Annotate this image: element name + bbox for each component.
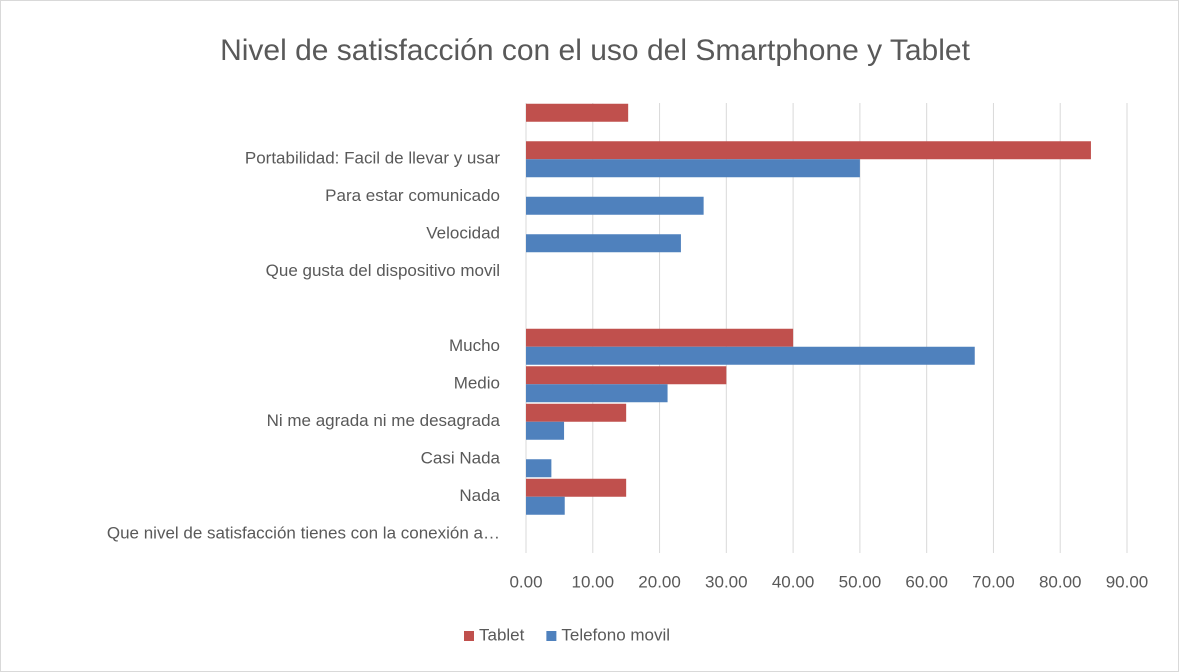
x-tick-label: 10.00	[572, 572, 615, 591]
bar	[526, 459, 552, 478]
legend-label: Telefono movil	[561, 625, 670, 644]
y-tick-label: Nada	[459, 486, 500, 505]
bar	[526, 366, 727, 385]
x-tick-label: 40.00	[772, 572, 815, 591]
legend-label: Tablet	[479, 625, 525, 644]
legend-swatch	[464, 631, 474, 641]
y-tick-label: Portabilidad: Facil de llevar y usar	[245, 149, 500, 168]
y-tick-label: Que nivel de satisfacción tienes con la …	[107, 524, 500, 543]
x-tick-label: 50.00	[839, 572, 882, 591]
legend-swatch	[546, 631, 557, 641]
bar	[526, 141, 1091, 160]
y-tick-label: Mucho	[449, 336, 500, 355]
y-tick-label: Que gusta del dispositivo movil	[266, 261, 500, 280]
bar	[526, 196, 704, 215]
bar	[526, 103, 629, 122]
bar	[526, 234, 681, 253]
bar	[526, 159, 860, 178]
bar	[526, 478, 627, 497]
y-tick-label: Ni me agrada ni me desagrada	[267, 411, 501, 430]
x-tick-label: 20.00	[638, 572, 681, 591]
y-tick-label: Velocidad	[426, 224, 500, 243]
bar	[526, 421, 565, 440]
x-tick-label: 30.00	[705, 572, 748, 591]
x-tick-label: 90.00	[1106, 572, 1149, 591]
y-tick-label: Medio	[454, 374, 500, 393]
bar	[526, 346, 975, 365]
x-tick-label: 60.00	[905, 572, 948, 591]
x-tick-label: 80.00	[1039, 572, 1082, 591]
bar	[526, 384, 668, 403]
bar	[526, 496, 565, 515]
bar	[526, 328, 794, 347]
chart-title: Nivel de satisfacción con el uso del Sma…	[220, 34, 971, 67]
y-tick-label: Casi Nada	[421, 449, 501, 468]
bar	[526, 403, 627, 422]
x-tick-label: 0.00	[509, 572, 542, 591]
x-tick-label: 70.00	[972, 572, 1015, 591]
y-tick-label: Para estar comunicado	[325, 186, 500, 205]
